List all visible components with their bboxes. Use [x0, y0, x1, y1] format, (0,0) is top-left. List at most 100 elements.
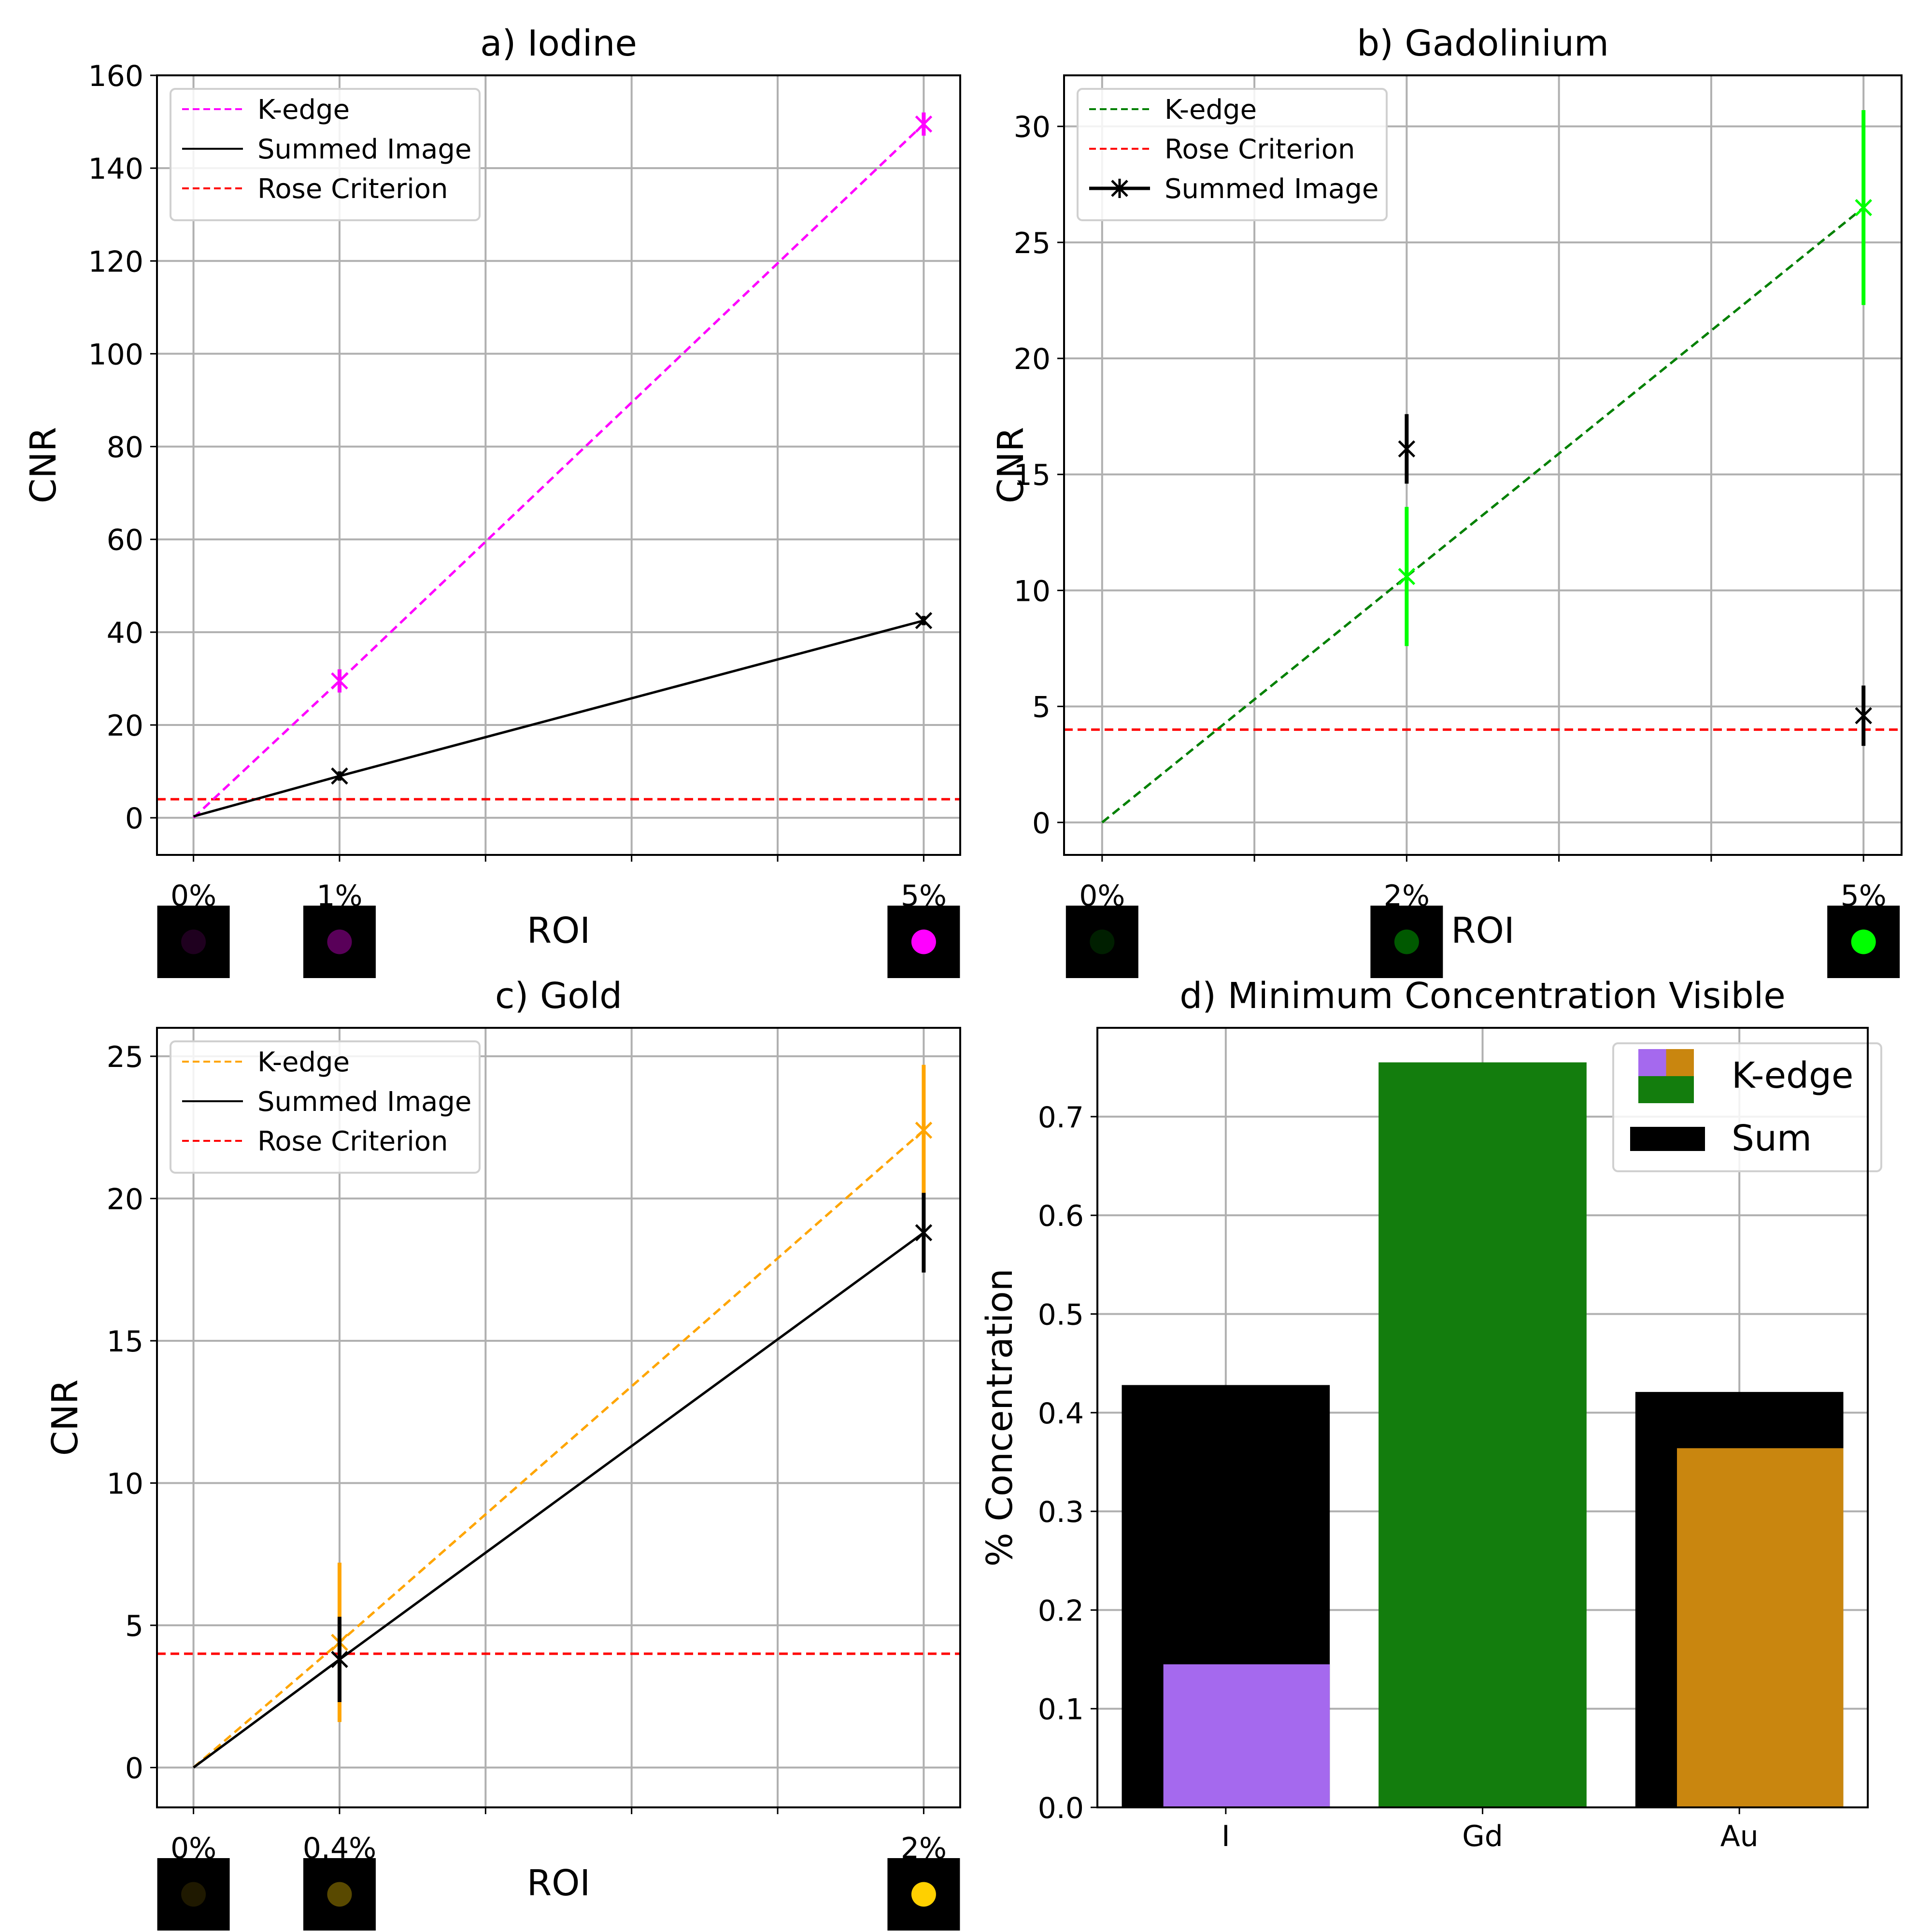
y-tick-label: 0.2: [1038, 1594, 1084, 1628]
x-axis-label: ROI: [527, 910, 591, 952]
data-point-marker: [331, 672, 348, 690]
legend: K-edge Sum: [1612, 1042, 1882, 1172]
y-tick-label: 0: [1032, 807, 1051, 840]
legend-label: Summed Image: [1165, 173, 1378, 205]
y-tick-label: 60: [107, 524, 143, 557]
axes-frame: [1063, 74, 1903, 856]
chart-title: b) Gadolinium: [1357, 23, 1609, 64]
legend-swatch-kedge-i: [1638, 1049, 1666, 1076]
y-tick-label: 25: [107, 1040, 143, 1074]
series-line-1: [193, 1232, 924, 1769]
data-point-marker: [915, 1224, 933, 1241]
data-point-marker: [1855, 707, 1872, 724]
axes-frame: [156, 1027, 961, 1808]
y-tick-label: 80: [107, 431, 143, 465]
chart-title: c) Gold: [495, 975, 622, 1017]
y-tick-label: 0.1: [1038, 1693, 1084, 1727]
data-point-marker: [915, 1122, 933, 1139]
series-line-1: [193, 619, 924, 818]
legend-swatch-sum: [1630, 1127, 1705, 1151]
legend-label: K-edge: [257, 1047, 350, 1078]
legend-label: K-edge: [1165, 94, 1257, 126]
y-axis-label: CNR: [23, 427, 64, 503]
roi-thumbnail: [887, 1858, 960, 1931]
y-tick-label: 5: [1032, 691, 1051, 724]
roi-thumbnail-spot: [327, 1882, 352, 1907]
y-tick-label: 120: [88, 245, 143, 279]
data-point-marker: [331, 767, 348, 785]
y-tick-label: 0.0: [1038, 1791, 1084, 1825]
data-point-marker: [915, 612, 933, 629]
roi-thumbnail-bg: [1370, 906, 1443, 978]
y-tick-label: 5: [125, 1609, 143, 1643]
x-tick-label: Au: [1720, 1819, 1759, 1853]
roi-thumbnail-bg: [303, 1858, 376, 1931]
legend-marker: [1111, 179, 1128, 198]
roi-thumbnail: [1370, 906, 1443, 978]
legend-label: K-edge: [1732, 1055, 1853, 1096]
roi-thumbnail-spot: [1394, 929, 1419, 954]
roi-thumbnail: [157, 906, 230, 978]
legend: K-edge Summed Image Rose Criterion: [170, 1040, 481, 1174]
data-point-marker: [331, 1650, 348, 1668]
data-point-marker: [1855, 199, 1872, 216]
y-tick-label: 15: [107, 1325, 143, 1359]
legend-box: [170, 88, 481, 221]
roi-thumbnail: [887, 906, 960, 978]
chart-title: d) Minimum Concentration Visible: [1179, 975, 1786, 1017]
series-line-0: [192, 1129, 925, 1769]
y-tick-label: 0.7: [1038, 1101, 1084, 1135]
legend-label: Rose Criterion: [257, 173, 448, 205]
legend-label: Rose Criterion: [1165, 134, 1355, 165]
chart-title: a) Iodine: [480, 23, 637, 64]
y-tick-label: 30: [1014, 111, 1051, 144]
y-tick-label: 140: [88, 152, 143, 186]
data-point-marker: [1398, 568, 1416, 585]
series-line-0: [192, 123, 925, 819]
roi-thumbnail: [157, 1858, 230, 1931]
y-tick-label: 0: [125, 802, 143, 836]
y-tick-label: 0: [125, 1752, 143, 1786]
y-axis-label: % Concentration: [979, 1268, 1021, 1566]
roi-thumbnail-spot: [327, 929, 352, 954]
data-point-marker: [1398, 440, 1416, 458]
bar-kedge: [1163, 1664, 1330, 1807]
axes-frame: [1096, 1027, 1869, 1808]
x-tick-label: Gd: [1462, 1819, 1503, 1853]
x-tick-label: I: [1222, 1819, 1230, 1853]
roi-thumbnail-bg: [157, 906, 230, 978]
y-axis-label: CNR: [44, 1379, 86, 1456]
axes-frame: [156, 74, 961, 856]
roi-thumbnail: [303, 906, 376, 978]
roi-thumbnail: [1827, 906, 1900, 978]
legend-label: Sum: [1732, 1118, 1812, 1159]
roi-thumbnail-spot: [1090, 929, 1115, 954]
y-tick-label: 40: [107, 616, 143, 650]
x-axis-label: ROI: [1451, 910, 1515, 952]
data-point-marker: [915, 115, 933, 133]
legend-box: [1077, 88, 1388, 221]
bar-kedge: [1676, 1448, 1844, 1807]
roi-thumbnail: [303, 1858, 376, 1931]
y-tick-label: 20: [107, 1182, 143, 1216]
y-tick-label: 20: [107, 709, 143, 743]
y-tick-label: 0.5: [1038, 1298, 1084, 1332]
roi-thumbnail-spot: [181, 929, 206, 954]
roi-thumbnail: [1065, 906, 1138, 978]
y-axis-label: CNR: [990, 427, 1032, 503]
roi-thumbnail-bg: [303, 906, 376, 978]
roi-thumbnail-spot: [911, 1882, 936, 1907]
y-tick-label: 10: [1014, 574, 1051, 608]
legend-label: K-edge: [257, 94, 350, 126]
roi-thumbnail-spot: [1851, 929, 1876, 954]
y-tick-label: 100: [88, 338, 143, 371]
legend-label: Summed Image: [257, 134, 471, 165]
y-tick-label: 0.3: [1038, 1495, 1084, 1529]
y-tick-label: 0.4: [1038, 1397, 1084, 1431]
y-tick-label: 20: [1014, 342, 1051, 376]
legend: K-edge Rose Criterion Summed Image: [1077, 88, 1388, 221]
legend: K-edge Summed Image Rose Criterion: [170, 88, 481, 221]
